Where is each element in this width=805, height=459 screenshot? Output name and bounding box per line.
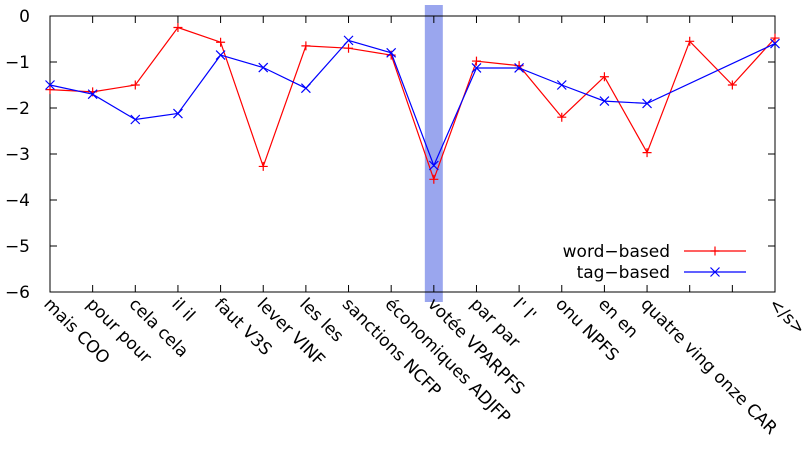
data-point <box>514 63 525 73</box>
y-tick-label: −6 <box>5 283 30 303</box>
x-tick-label: l' l' <box>509 294 540 325</box>
data-point <box>344 43 354 53</box>
data-point <box>557 112 567 122</box>
y-tick-label: −3 <box>5 145 30 165</box>
legend-label-tag-based: tag−based <box>577 263 670 283</box>
x-tick-labels: mais COO pour pour cela cela il il faut … <box>39 294 805 438</box>
data-point <box>300 83 311 94</box>
data-point <box>258 161 268 171</box>
data-point <box>642 98 652 109</box>
data-point <box>599 72 609 82</box>
data-point <box>471 56 481 66</box>
data-point <box>685 36 695 46</box>
data-point <box>471 63 482 73</box>
data-point <box>770 38 780 49</box>
data-point <box>130 114 141 125</box>
data-point <box>710 246 720 256</box>
data-point <box>215 50 226 61</box>
data-point <box>216 37 226 47</box>
y-tick-label: −5 <box>5 237 30 257</box>
y-tick-labels: 0 −1 −2 −3 −4 −5 −6 <box>5 7 30 303</box>
x-tick-label: quatre ving onze CAR <box>637 294 781 438</box>
data-point <box>258 62 269 73</box>
data-point <box>343 35 354 46</box>
legend: word−based tag−based <box>563 242 670 283</box>
data-point <box>173 23 183 32</box>
series-line-1 <box>49 39 776 168</box>
data-point <box>429 174 439 184</box>
data-point <box>599 96 610 107</box>
y-tick-label: −4 <box>5 191 30 211</box>
series-line-0 <box>49 26 776 182</box>
data-point <box>45 80 55 90</box>
data-point <box>173 108 183 119</box>
data-point <box>130 80 140 90</box>
y-tick-label: 0 <box>19 7 30 27</box>
data-point <box>87 89 98 100</box>
data-point <box>727 80 737 90</box>
x-tick-label: il il <box>167 294 198 325</box>
data-point <box>45 85 55 95</box>
x-tick-label: </s> <box>764 294 805 339</box>
data-point <box>642 148 652 158</box>
y-tick-label: −2 <box>5 99 30 119</box>
data-point <box>710 267 720 277</box>
y-tick-label: −1 <box>5 53 30 73</box>
legend-label-word-based: word−based <box>563 242 670 262</box>
data-point <box>770 33 780 43</box>
highlight-band <box>424 5 443 302</box>
data-point <box>88 87 98 97</box>
data-point <box>301 41 311 51</box>
data-point <box>428 160 439 171</box>
data-point <box>556 80 567 90</box>
data-point <box>386 47 397 58</box>
